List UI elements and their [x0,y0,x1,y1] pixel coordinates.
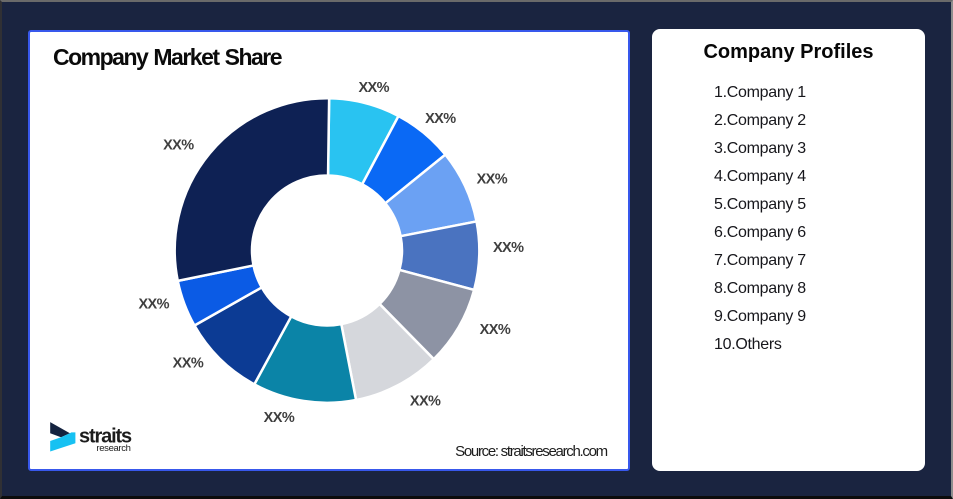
svg-text:research: research [96,443,130,454]
svg-text:straits: straits [79,426,132,448]
svg-text:XX%: XX% [173,355,204,371]
svg-text:XX%: XX% [477,172,508,188]
svg-text:XX%: XX% [493,240,524,256]
svg-text:XX%: XX% [163,138,194,154]
svg-text:XX%: XX% [410,394,441,410]
svg-text:XX%: XX% [264,410,295,426]
svg-text:XX%: XX% [138,297,169,313]
svg-text:XX%: XX% [425,111,456,127]
svg-text:XX%: XX% [358,80,389,96]
svg-text:XX%: XX% [480,322,511,338]
